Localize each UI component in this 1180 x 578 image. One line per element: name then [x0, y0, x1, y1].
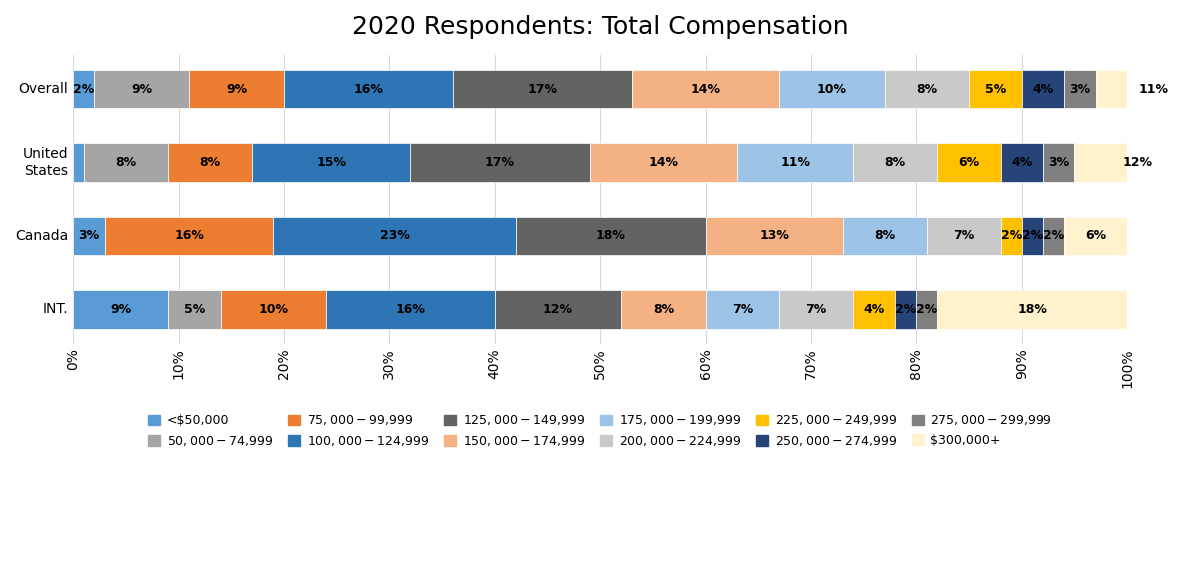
Text: 10%: 10%	[817, 83, 847, 95]
Bar	[284, 70, 453, 108]
Text: 17%: 17%	[485, 156, 514, 169]
Text: 2%: 2%	[896, 303, 917, 316]
Bar	[73, 70, 94, 108]
Text: 3%: 3%	[78, 229, 99, 243]
Text: 12%: 12%	[1122, 156, 1153, 169]
Bar	[631, 70, 779, 108]
Bar	[779, 290, 853, 329]
Text: 10%: 10%	[258, 303, 288, 316]
Text: 18%: 18%	[1017, 303, 1047, 316]
Text: 11%: 11%	[1139, 83, 1168, 95]
Bar	[274, 217, 516, 255]
Text: 8%: 8%	[116, 156, 137, 169]
Text: 7%: 7%	[806, 303, 827, 316]
Title: 2020 Respondents: Total Compensation: 2020 Respondents: Total Compensation	[352, 15, 848, 39]
Text: 2%: 2%	[916, 303, 937, 316]
Text: 14%: 14%	[690, 83, 721, 95]
Bar	[926, 217, 1001, 255]
Text: 7%: 7%	[953, 229, 975, 243]
Text: 8%: 8%	[653, 303, 674, 316]
Bar	[253, 143, 411, 182]
Text: 13%: 13%	[759, 229, 789, 243]
Bar	[168, 290, 221, 329]
Text: 8%: 8%	[874, 229, 896, 243]
Bar	[189, 70, 284, 108]
Text: 2%: 2%	[73, 83, 94, 95]
Text: 18%: 18%	[596, 229, 625, 243]
Text: 8%: 8%	[885, 156, 906, 169]
Bar	[937, 290, 1127, 329]
Text: 8%: 8%	[199, 156, 221, 169]
Bar	[73, 143, 84, 182]
Legend: <$50,000, $50,000 - $74,999, $75,000 - $99,999, $100,000 - $124,999, $125,000 - : <$50,000, $50,000 - $74,999, $75,000 - $…	[148, 413, 1053, 448]
Text: 15%: 15%	[316, 156, 347, 169]
Bar	[1075, 143, 1180, 182]
Text: 11%: 11%	[780, 156, 811, 169]
Bar	[221, 290, 326, 329]
Text: 16%: 16%	[353, 83, 384, 95]
Bar	[706, 217, 843, 255]
Bar	[105, 217, 274, 255]
Text: 2%: 2%	[1001, 229, 1022, 243]
Bar	[494, 290, 621, 329]
Text: 4%: 4%	[1032, 83, 1054, 95]
Text: 12%: 12%	[543, 303, 573, 316]
Bar	[853, 290, 896, 329]
Bar	[1043, 217, 1064, 255]
Bar	[73, 290, 168, 329]
Text: 4%: 4%	[864, 303, 885, 316]
Bar	[453, 70, 631, 108]
Bar	[168, 143, 253, 182]
Text: 16%: 16%	[395, 303, 425, 316]
Bar	[1022, 70, 1064, 108]
Text: 5%: 5%	[985, 83, 1007, 95]
Bar	[1043, 143, 1075, 182]
Bar	[516, 217, 706, 255]
Bar	[896, 290, 917, 329]
Text: 9%: 9%	[225, 83, 247, 95]
Text: 9%: 9%	[110, 303, 131, 316]
Text: 4%: 4%	[1011, 156, 1032, 169]
Text: 17%: 17%	[527, 83, 557, 95]
Bar	[917, 290, 937, 329]
Bar	[853, 143, 937, 182]
Bar	[73, 217, 105, 255]
Text: 2%: 2%	[1043, 229, 1064, 243]
Bar	[94, 70, 189, 108]
Text: 16%: 16%	[175, 229, 204, 243]
Bar	[779, 70, 885, 108]
Bar	[621, 290, 706, 329]
Text: 9%: 9%	[131, 83, 152, 95]
Text: 23%: 23%	[380, 229, 409, 243]
Bar	[1095, 70, 1180, 108]
Bar	[937, 143, 1001, 182]
Bar	[1001, 143, 1043, 182]
Bar	[706, 290, 779, 329]
Text: 6%: 6%	[958, 156, 979, 169]
Bar	[1022, 217, 1043, 255]
Bar	[411, 143, 590, 182]
Text: 6%: 6%	[1084, 229, 1106, 243]
Text: 2%: 2%	[1022, 229, 1043, 243]
Bar	[1064, 217, 1127, 255]
Bar	[84, 143, 168, 182]
Text: 5%: 5%	[184, 303, 205, 316]
Bar	[738, 143, 853, 182]
Text: 14%: 14%	[648, 156, 678, 169]
Bar	[590, 143, 738, 182]
Text: 3%: 3%	[1069, 83, 1090, 95]
Bar	[843, 217, 926, 255]
Bar	[326, 290, 494, 329]
Bar	[969, 70, 1022, 108]
Bar	[1001, 217, 1022, 255]
Bar	[1064, 70, 1095, 108]
Bar	[885, 70, 969, 108]
Text: 7%: 7%	[732, 303, 753, 316]
Text: 8%: 8%	[917, 83, 937, 95]
Text: 3%: 3%	[1048, 156, 1069, 169]
